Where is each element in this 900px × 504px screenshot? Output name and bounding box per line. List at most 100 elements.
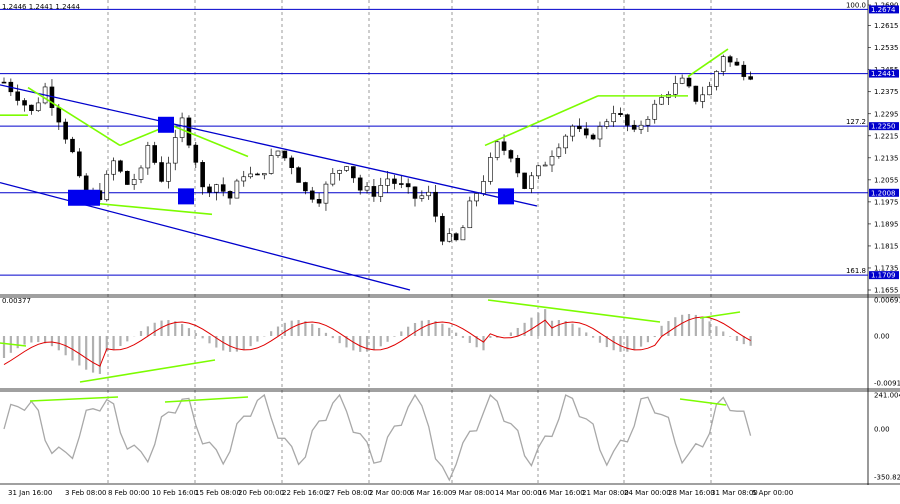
candle-body: [207, 186, 212, 193]
candle-body: [679, 77, 685, 84]
cci-line: [3, 393, 752, 482]
candle-body: [604, 121, 610, 127]
y-tick-label: 1.1735: [874, 264, 899, 272]
candle-body: [351, 166, 356, 179]
candle-body: [412, 186, 418, 199]
candle-body: [693, 85, 699, 102]
x-tick-label: 6 Mar 16:00: [410, 489, 452, 497]
fibonacci-label: 127.2: [846, 118, 866, 126]
candle-body: [159, 162, 164, 182]
candle-body: [268, 155, 274, 174]
candle-body: [419, 195, 425, 199]
candle-body: [618, 113, 623, 116]
candle-body: [529, 175, 534, 189]
y-tick-label: 1.1655: [874, 287, 899, 295]
macd-value-label: 0.00377: [2, 297, 31, 305]
candle-body: [344, 166, 349, 171]
candle-body: [734, 61, 740, 66]
x-tick-label: 8 Feb 00:00: [108, 489, 149, 497]
candle-body: [577, 125, 582, 130]
macd-y-tick-label: 0.00691: [874, 297, 900, 305]
candle-body: [200, 162, 205, 188]
candle-body: [364, 186, 370, 191]
candle-body: [193, 144, 199, 163]
divergence-line: [687, 48, 729, 78]
candle-body: [316, 199, 322, 204]
x-tick-label: 28 Mar 16:00: [668, 489, 715, 497]
candle-body: [549, 156, 555, 166]
x-tick-label: 5 Apr 00:00: [752, 489, 793, 497]
candle-body: [15, 91, 20, 101]
candle-body: [111, 160, 116, 175]
x-tick-label: 22 Feb 16:00: [282, 489, 328, 497]
macd-divergence-line: [0, 342, 27, 347]
y-tick-label: 1.1815: [874, 242, 899, 250]
macd-signal-line: [3, 316, 751, 367]
x-tick-label: 14 Mar 00:00: [495, 489, 542, 497]
y-tick-label: 1.2375: [874, 88, 899, 96]
candle-body: [248, 173, 253, 178]
x-tick-label: 27 Feb 08:00: [326, 489, 372, 497]
candle-body: [631, 124, 637, 130]
candle-body: [501, 141, 507, 151]
swing-point-marker: [498, 188, 514, 205]
macd-divergence-line: [79, 359, 216, 383]
candle-body: [104, 173, 110, 200]
candle-body: [330, 173, 336, 185]
y-tick-label: 1.2535: [874, 44, 899, 52]
y-tick-label: 1.2615: [874, 22, 899, 30]
candle-body: [214, 184, 219, 193]
candle-body: [63, 121, 68, 140]
cci-y-tick-label: -350.822: [874, 474, 900, 482]
candle-body: [179, 117, 185, 138]
candle-body: [446, 233, 452, 242]
candle-body: [714, 71, 719, 87]
macd-y-tick-label: -0.00917: [874, 380, 900, 388]
candle-body: [22, 100, 27, 106]
candle-body: [125, 170, 130, 185]
level-price-badge: [869, 122, 899, 131]
candle-body: [282, 150, 288, 159]
candle-body: [535, 165, 541, 177]
x-tick-label: 3 Feb 08:00: [65, 489, 106, 497]
candle-body: [638, 124, 644, 130]
candle-body: [378, 185, 384, 197]
x-tick-label: 2 Mar 00:00: [369, 489, 411, 497]
x-tick-label: 9 Mar 08:00: [452, 489, 494, 497]
candle-body: [337, 170, 342, 174]
candle-body: [652, 103, 658, 120]
candle-body: [70, 138, 75, 153]
fibonacci-label: 100.0: [846, 1, 866, 9]
candle-body: [220, 184, 226, 192]
candle-body: [241, 176, 247, 182]
candle-body: [255, 173, 260, 176]
candle-body: [556, 147, 562, 157]
level-price-badge: [869, 188, 899, 197]
macd-divergence-line: [699, 311, 741, 319]
candle-body: [1, 81, 7, 84]
candle-body: [672, 83, 678, 95]
level-price-label: 1.2441: [871, 70, 896, 78]
candle-body: [371, 186, 377, 197]
candle-body: [227, 191, 233, 199]
candle-body: [138, 167, 144, 180]
candle-body: [433, 191, 438, 217]
candle-body: [467, 200, 473, 229]
candle-body: [357, 177, 363, 191]
fibonacci-label: 161.8: [846, 267, 866, 275]
candle-body: [460, 227, 466, 241]
macd-y-tick-label: 0.00: [874, 333, 890, 341]
candle-body: [234, 180, 240, 199]
candle-body: [77, 151, 82, 177]
level-price-label: 1.2008: [871, 189, 896, 197]
instrument-quote: 1.2446 1.2441 1.2444: [2, 3, 80, 11]
level-price-label: 1.1709: [871, 272, 896, 280]
candle-body: [488, 157, 493, 182]
candle-body: [474, 193, 479, 202]
candle-body: [398, 183, 404, 185]
macd-divergence-line: [487, 299, 661, 323]
x-tick-label: 15 Feb 08:00: [195, 489, 241, 497]
candle-body: [392, 178, 397, 184]
candle-body: [275, 150, 281, 156]
